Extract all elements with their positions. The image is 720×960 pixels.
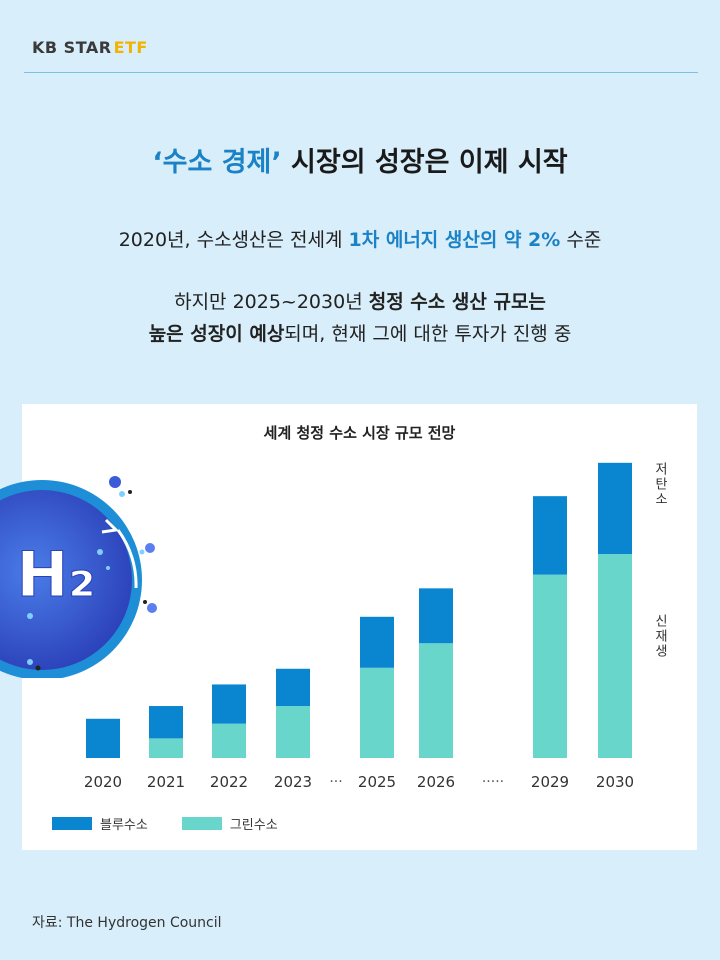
- subtitle-1-highlight: 1차 에너지 생산의 약 2%: [348, 229, 561, 251]
- x-tick-2022: 2022: [210, 773, 248, 791]
- h2-label: H₂: [16, 538, 95, 611]
- x-tick-2023: 2023: [274, 773, 312, 791]
- subtitle-2: 하지만 2025~2030년 청정 수소 생산 규모는 높은 성장이 예상되며,…: [0, 286, 720, 350]
- side-label-low-carbon: 저탄소: [652, 462, 667, 507]
- subtitle-2-line2-bold: 높은 성장이 예상: [148, 323, 285, 345]
- subtitle-1-text-b: 수준: [560, 229, 602, 251]
- bar-green-2026: [419, 643, 453, 758]
- x-tick-2030: 2030: [596, 773, 634, 791]
- side-label-renewable: 신재생: [652, 614, 667, 659]
- x-tick-2029: 2029: [531, 773, 569, 791]
- bar-blue-2025: [360, 616, 394, 668]
- chart-legend: 블루수소 그린수소: [52, 814, 312, 833]
- bar-blue-2021: [149, 706, 183, 739]
- bar-green-2025: [360, 667, 394, 758]
- bar-blue-2029: [533, 496, 567, 575]
- bar-green-2022: [212, 723, 246, 758]
- bar-blue-2022: [212, 684, 246, 724]
- bar-blue-2026: [419, 588, 453, 644]
- legend-label-green: 그린수소: [229, 818, 278, 833]
- subtitle-2-line1-bold: 청정 수소 생산 규모는: [368, 291, 546, 313]
- legend-item-green: 그린수소: [181, 814, 278, 833]
- chart-title: 세계 청정 수소 시장 규모 전망: [263, 424, 456, 442]
- chart-card: 세계 청정 수소 시장 규모 전망 2020 2021 2022 2023 2025 20…: [22, 404, 697, 850]
- title-rest: 시장의 성장은 이제 시작: [281, 147, 568, 178]
- stacked-bar-chart: 2020 2021 2022 2023 2025 2026 2029 2030··· ·····: [84, 462, 634, 791]
- source-note: 자료: The Hydrogen Council: [32, 915, 222, 931]
- x-tick-2020: 2020: [84, 773, 122, 791]
- bar-green-2030: [598, 554, 632, 758]
- subtitle-2-line2-text: 되며, 현재 그에 대한 투자가 진행 중: [284, 323, 572, 345]
- bar-green-2023: [276, 706, 310, 758]
- bar-blue-2023: [276, 668, 310, 707]
- axis-gap-marker-2: ·····: [482, 774, 504, 790]
- x-tick-2026: 2026: [417, 773, 455, 791]
- legend-swatch-blue: [52, 817, 92, 830]
- brand-kb-star: KB STAR: [32, 38, 112, 57]
- brand-etf: ETF: [113, 38, 148, 57]
- x-tick-2025: 2025: [358, 773, 396, 791]
- hydrogen-h2-icon: H₂: [0, 476, 157, 678]
- title-highlight: ‘수소 경제’: [152, 147, 282, 178]
- page-title: ‘수소 경제’ 시장의 성장은 이제 시작: [0, 140, 720, 179]
- header-divider: [24, 72, 698, 73]
- x-tick-2021: 2021: [147, 773, 185, 791]
- subtitle-1-text-a: 2020년, 수소생산은 전세계: [118, 229, 349, 251]
- brand-logo: KB STAR ETF: [32, 38, 148, 57]
- bar-blue-2030: [598, 462, 632, 555]
- legend-item-blue: 블루수소: [52, 814, 148, 833]
- axis-gap-marker-1: ···: [329, 774, 342, 790]
- subtitle-1: 2020년, 수소생산은 전세계 1차 에너지 생산의 약 2% 수준: [0, 224, 720, 256]
- subtitle-2-line1-text: 하지만 2025~2030년: [174, 291, 369, 313]
- bar-green-2021: [149, 738, 183, 758]
- bar-green-2029: [533, 574, 567, 758]
- legend-swatch-green: [181, 817, 222, 830]
- bar-blue-2020: [86, 718, 120, 758]
- legend-label-blue: 블루수소: [100, 818, 148, 833]
